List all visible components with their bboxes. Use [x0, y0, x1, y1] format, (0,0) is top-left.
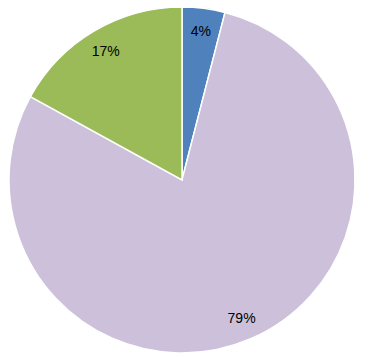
data-label: 17%	[92, 43, 120, 59]
chart-svg: 4% 79% 17%	[0, 0, 368, 355]
data-labels: 4% 79% 17%	[92, 23, 256, 325]
data-label: 79%	[228, 310, 256, 326]
data-label: 4%	[191, 23, 211, 39]
pie	[9, 7, 355, 353]
pie-slice	[30, 7, 182, 180]
chart-container: 4% 79% 17%	[0, 0, 368, 355]
